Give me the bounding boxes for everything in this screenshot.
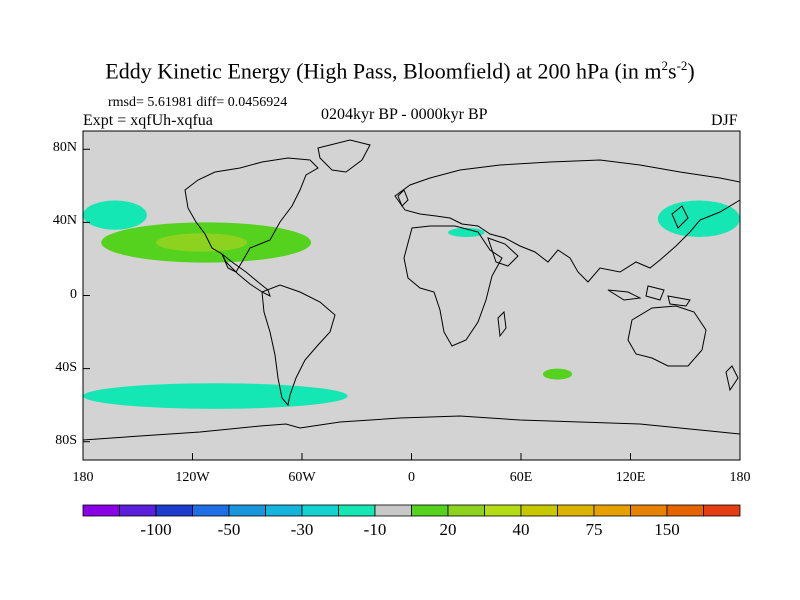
colorbar-swatch	[411, 504, 449, 517]
colorbar-swatch	[301, 504, 339, 517]
colorbar-label: 20	[439, 520, 457, 539]
x-tick-label: 60E	[509, 470, 533, 485]
chart-title: Eddy Kinetic Energy (High Pass, Bloomfie…	[105, 58, 695, 84]
colorbar-label: 40	[512, 520, 530, 539]
anomaly-region-north-pacific-east	[83, 200, 147, 230]
colorbar-swatch	[703, 504, 741, 517]
colorbar	[82, 504, 741, 517]
coastlines	[82, 139, 741, 441]
stats-text: rmsd= 5.61981 diff= 0.0456924	[108, 95, 288, 110]
y-tick-label: 0	[70, 286, 77, 302]
x-tick-label: 180	[72, 470, 94, 485]
colorbar-swatch	[155, 504, 193, 517]
colorbar-swatch	[666, 504, 704, 517]
x-tick-label: 60W	[288, 470, 316, 485]
colorbar-swatch	[593, 504, 631, 517]
x-tick-label: 120W	[175, 470, 210, 485]
anomaly-region-southern-ocean-indian	[542, 368, 573, 380]
colorbar-swatch	[265, 504, 303, 517]
colorbar-swatch	[447, 504, 485, 517]
map-background	[83, 131, 740, 460]
x-tick-label: 0	[408, 470, 415, 485]
colorbar-swatch	[228, 504, 266, 517]
colorbar-swatch	[484, 504, 522, 517]
y-tick-label: 40N	[52, 213, 77, 229]
colorbar-label: -100	[140, 520, 172, 539]
colorbar-swatch	[192, 504, 230, 517]
colorbar-label: -50	[217, 520, 241, 539]
colorbar-swatch	[374, 504, 412, 517]
colorbar-swatch	[82, 504, 120, 517]
y-tick-label: 40S	[55, 359, 77, 375]
x-tick-label: 180	[729, 470, 751, 485]
colorbar-swatch	[520, 504, 558, 517]
colorbar-label: -30	[290, 520, 314, 539]
anomaly-region-northwest-pacific	[657, 200, 740, 238]
colorbar-swatch	[630, 504, 668, 517]
anomaly-region-central-asia	[448, 227, 485, 238]
colorbar-swatch	[338, 504, 376, 517]
y-tick-label: 80N	[52, 140, 77, 156]
anomaly-region-southern-ocean-pacific	[83, 383, 348, 409]
anomaly-region-subtropical-jet-core	[156, 233, 248, 252]
season-label: DJF	[711, 112, 738, 129]
colorbar-swatch	[557, 504, 595, 517]
y-tick-label: 80S	[55, 432, 77, 448]
colorbar-swatch	[119, 504, 157, 517]
colorbar-label: 150	[654, 520, 680, 539]
x-tick-label: 120E	[615, 470, 646, 485]
experiment-label: Expt = xqfUh-xqfua	[83, 112, 213, 129]
colorbar-label: 75	[585, 520, 603, 539]
colorbar-label: -10	[363, 520, 387, 539]
period-label: 0204kyr BP - 0000kyr BP	[321, 106, 488, 123]
